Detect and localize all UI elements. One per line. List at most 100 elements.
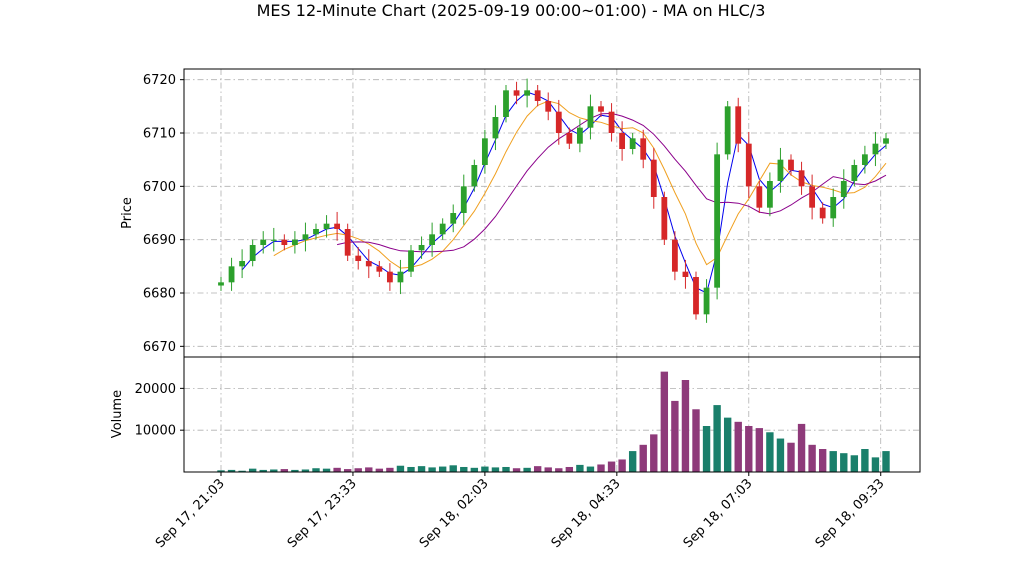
- price-tick-label: 6690: [143, 233, 176, 248]
- candle-body: [460, 186, 467, 213]
- x-tick-label: Sep 18, 09:33: [813, 476, 888, 551]
- candle-body: [714, 154, 721, 288]
- candle-body: [619, 133, 626, 149]
- volume-bar: [312, 468, 320, 472]
- candle-body: [840, 181, 847, 197]
- candle-body: [524, 90, 531, 96]
- chart-title: MES 12-Minute Chart (2025-09-19 00:00~01…: [256, 1, 766, 20]
- price-tick-label: 6710: [143, 127, 176, 142]
- volume-bar: [460, 466, 468, 472]
- volume-bar: [343, 469, 352, 472]
- candle-body: [513, 90, 520, 96]
- volume-bar: [227, 469, 236, 472]
- candle-body: [481, 138, 488, 165]
- volume-bar: [565, 466, 574, 472]
- candle-body: [439, 223, 446, 235]
- volume-bar: [723, 417, 732, 472]
- volume-bar: [280, 469, 289, 472]
- candle-body: [291, 239, 298, 245]
- volume-bar: [238, 470, 246, 472]
- candle-body: [334, 223, 341, 229]
- price-tick-label: 6670: [143, 340, 176, 355]
- volume-bar: [417, 466, 426, 472]
- candle-body: [777, 159, 784, 181]
- volume-bar: [322, 468, 331, 472]
- candle-body: [566, 133, 573, 144]
- volume-bar: [365, 467, 373, 472]
- volume-bar: [301, 469, 310, 472]
- volume-bar: [386, 467, 394, 472]
- volume-bar: [259, 469, 267, 472]
- candle-body: [429, 234, 436, 245]
- candle-body: [492, 117, 499, 139]
- volume-bar: [681, 380, 690, 472]
- volume-grid: [184, 357, 920, 472]
- candle-body: [408, 250, 414, 272]
- volume-bar: [650, 434, 658, 472]
- candle-body: [555, 111, 562, 133]
- volume-tick-label: 10000: [135, 424, 176, 439]
- volume-bar: [734, 421, 742, 472]
- candle-body: [344, 229, 351, 256]
- volume-bar: [671, 400, 679, 472]
- volume-bar: [481, 466, 489, 472]
- candle-body: [534, 90, 541, 101]
- candle-body: [703, 287, 710, 315]
- volume-bar: [396, 465, 405, 472]
- ma-line-medium: [273, 100, 887, 269]
- candle-body: [724, 106, 731, 155]
- price-ma-lines: [241, 91, 887, 294]
- candle-body: [745, 143, 752, 187]
- x-tick-label: Sep 18, 04:33: [549, 476, 624, 551]
- volume-bar: [555, 468, 563, 472]
- candle-body: [313, 229, 319, 235]
- volume-bar: [586, 466, 595, 472]
- candle-body: [756, 186, 763, 208]
- volume-bar: [797, 423, 806, 472]
- volume-bar: [375, 468, 384, 472]
- ma-line-fast: [241, 91, 887, 294]
- volume-bar: [270, 469, 278, 472]
- candle-body: [576, 127, 583, 144]
- candle-body: [503, 90, 509, 117]
- candle-body: [218, 282, 224, 286]
- volume-bar: [787, 442, 795, 472]
- candle-body: [788, 159, 794, 171]
- volume-bar: [766, 432, 774, 472]
- x-tick-label: Sep 18, 07:03: [681, 476, 756, 551]
- volume-bar: [607, 461, 616, 472]
- candle-body: [671, 239, 678, 272]
- candle-body: [819, 207, 826, 219]
- price-y-ticks: 6670 6680 6690 6700 6710 6720: [143, 73, 184, 355]
- volume-bar: [871, 457, 880, 472]
- volume-bar: [639, 444, 647, 472]
- candle-body: [545, 101, 552, 112]
- volume-bar: [354, 468, 362, 472]
- x-tick-label: Sep 17, 21:03: [153, 476, 228, 551]
- volume-bar: [576, 464, 584, 472]
- volume-bar: [544, 467, 552, 472]
- volume-bar: [776, 438, 785, 472]
- candle-body: [766, 181, 773, 208]
- candle-body: [270, 239, 277, 241]
- volume-bar: [502, 466, 510, 472]
- volume-bar: [840, 453, 848, 472]
- candle-body: [830, 197, 837, 219]
- volume-bar: [745, 426, 753, 472]
- candle-body: [809, 186, 816, 208]
- volume-bar: [428, 467, 436, 472]
- volume-bar: [861, 449, 869, 472]
- candle-body: [376, 266, 383, 272]
- volume-bar: [449, 465, 457, 472]
- volume-bar: [470, 467, 479, 472]
- candle-body: [629, 138, 636, 149]
- volume-bar: [533, 466, 542, 472]
- candle-body: [798, 170, 805, 187]
- candle-body: [365, 261, 372, 267]
- candle-body: [302, 234, 309, 240]
- volume-bar: [808, 444, 816, 472]
- volume-bar: [850, 455, 859, 472]
- price-grid: [184, 69, 920, 357]
- volume-bar: [755, 428, 764, 472]
